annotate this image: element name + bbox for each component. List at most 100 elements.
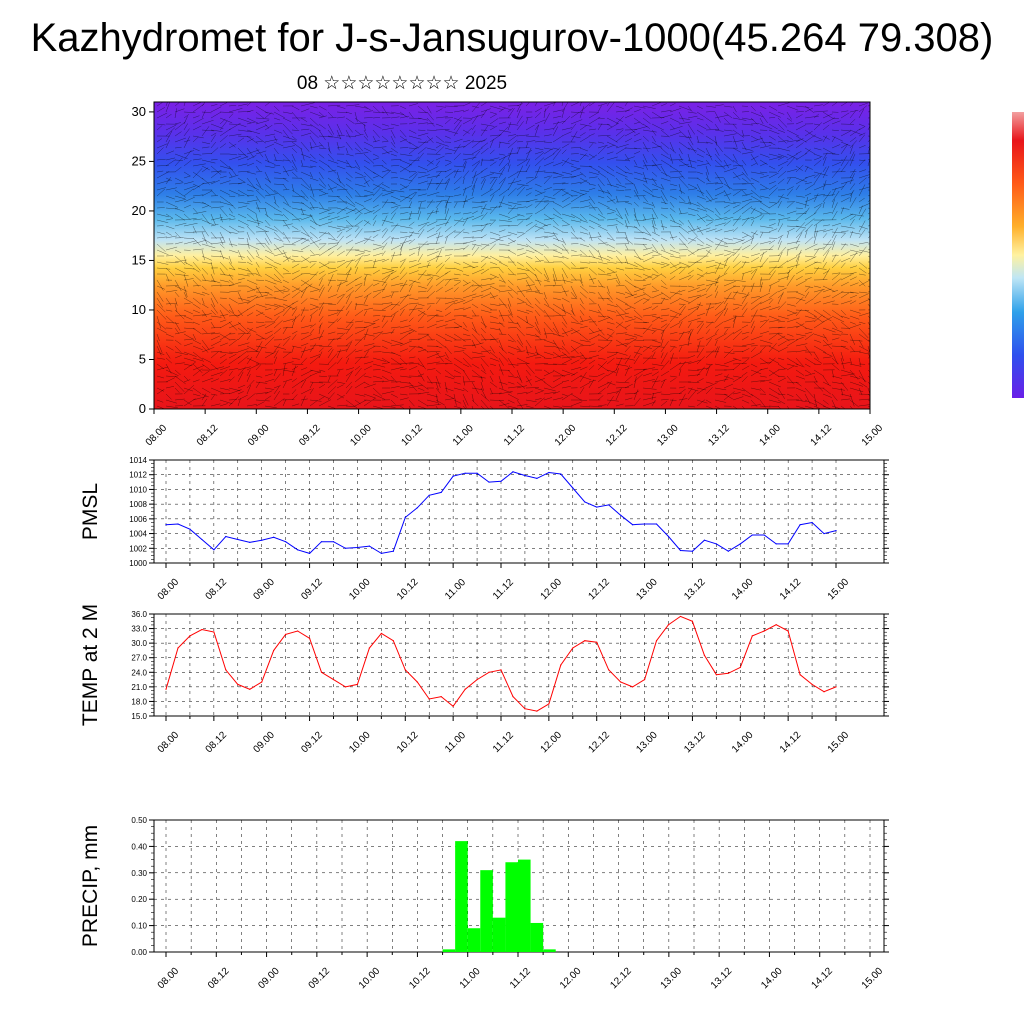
y-tick-label: 5 xyxy=(139,351,146,366)
temp-point xyxy=(584,640,586,642)
x-tick-label: 12.00 xyxy=(553,422,579,448)
x-tick-label: 14.12 xyxy=(778,729,804,755)
temp-point xyxy=(404,669,406,671)
pmsl-point xyxy=(536,477,538,479)
temp-point xyxy=(464,688,466,690)
y-tick-label: 27.0 xyxy=(131,654,147,663)
y-axis-title: TEMP at 2 M xyxy=(79,604,102,726)
pmsl-point xyxy=(643,523,646,525)
pmsl-point xyxy=(655,523,658,525)
y-tick-label: 0.10 xyxy=(131,922,147,931)
pmsl-point xyxy=(715,543,717,545)
pmsl-point xyxy=(165,524,167,526)
pmsl-point xyxy=(380,552,382,555)
temp-point xyxy=(344,686,347,688)
precip-bar xyxy=(467,928,481,952)
precip-bar xyxy=(505,862,518,952)
x-tick-label: 15.00 xyxy=(860,422,886,448)
x-tick-label: 12.12 xyxy=(604,422,630,448)
precip-bar xyxy=(492,917,506,952)
pmsl-point xyxy=(273,536,275,538)
x-tick-label: 13.12 xyxy=(682,576,708,602)
temp-point xyxy=(596,641,598,643)
wind-vectors xyxy=(156,102,870,409)
temp-point xyxy=(428,698,430,700)
y-tick-label: 1006 xyxy=(129,515,147,524)
pmsl-series-line xyxy=(165,471,837,554)
pmsl-point xyxy=(620,514,622,516)
temp-point xyxy=(416,681,418,683)
temp-point xyxy=(273,649,275,652)
x-tick-label: 09.00 xyxy=(256,965,282,991)
y-tick-label: 0.50 xyxy=(131,816,147,825)
wind-vector-lines xyxy=(156,102,870,409)
pmsl-point xyxy=(703,539,705,541)
y-tick-label: 0.20 xyxy=(131,895,147,904)
x-tick-label: 13.00 xyxy=(634,729,660,755)
temp-point xyxy=(368,647,370,649)
pmsl-point xyxy=(679,549,682,552)
temp-point xyxy=(536,710,538,712)
x-tick-label: 12.12 xyxy=(586,729,612,755)
x-tick-label: 08.00 xyxy=(156,965,182,991)
x-tick-label: 09.12 xyxy=(299,729,325,755)
temp-point xyxy=(285,633,287,636)
y-tick-label: 0.00 xyxy=(131,948,147,957)
temp-point xyxy=(835,686,837,688)
temp-point xyxy=(440,695,442,698)
temp-point xyxy=(177,647,179,649)
temp-point xyxy=(488,671,490,673)
pmsl-point xyxy=(225,535,227,538)
x-tick-label: 11.00 xyxy=(451,423,476,448)
y-tick-label: 0 xyxy=(139,401,146,416)
x-tick-label: 08.00 xyxy=(156,729,182,755)
pmsl-point xyxy=(811,521,813,524)
temp-point xyxy=(297,630,299,632)
y-tick-label: 1012 xyxy=(129,471,147,480)
pmsl-point xyxy=(667,535,670,538)
temp-panel: 15.0 18.0 21.0 24.0 27.0 30.0 33.0 36.0 08.00 08.… xyxy=(79,604,889,755)
plot-frame xyxy=(153,459,885,564)
pmsl-point xyxy=(201,538,203,541)
plot-frame xyxy=(153,613,885,717)
temp-point xyxy=(320,671,323,673)
pmsl-point xyxy=(452,475,454,477)
x-tick-label: 10.00 xyxy=(347,729,373,755)
temp-point xyxy=(727,672,729,674)
precip-bar xyxy=(530,922,544,952)
y-axis-title: PRECIP, mm xyxy=(79,825,102,947)
y-tick-label: 0.30 xyxy=(131,869,147,878)
pmsl-point xyxy=(285,541,287,543)
pmsl-point xyxy=(691,550,694,552)
temp-point xyxy=(249,688,251,690)
x-tick-label: 09.00 xyxy=(246,422,272,448)
pmsl-point xyxy=(332,541,335,543)
pmsl-point xyxy=(177,523,179,525)
pmsl-point xyxy=(261,539,263,541)
pmsl-point xyxy=(440,491,442,493)
temp-point xyxy=(225,669,227,671)
y-tick-label: 36.0 xyxy=(131,610,147,619)
pmsl-point xyxy=(632,524,634,526)
temp-point xyxy=(775,624,777,626)
y-tick-label: 1010 xyxy=(129,485,147,494)
x-tick-label: 14.12 xyxy=(809,422,835,448)
chart-subtitle: 08 ☆☆☆☆☆☆☆☆ 2025 xyxy=(296,73,508,94)
temp-point xyxy=(643,678,646,681)
pmsl-point xyxy=(572,487,574,489)
y-tick-label: 21.0 xyxy=(131,683,147,692)
pmsl-point xyxy=(775,543,777,545)
x-tick-label: 12.00 xyxy=(539,729,565,755)
pmsl-point xyxy=(560,473,562,475)
pmsl-point xyxy=(488,481,490,483)
x-tick-label: 14.00 xyxy=(759,965,785,991)
temp-point xyxy=(380,632,382,635)
temp-point xyxy=(787,630,789,632)
temp-point xyxy=(213,631,215,633)
x-tick-label: 13.00 xyxy=(659,965,685,991)
temp-point xyxy=(308,637,311,639)
temp-point xyxy=(608,669,610,671)
temp-point xyxy=(799,674,801,676)
x-tick-label: 09.00 xyxy=(251,729,277,755)
